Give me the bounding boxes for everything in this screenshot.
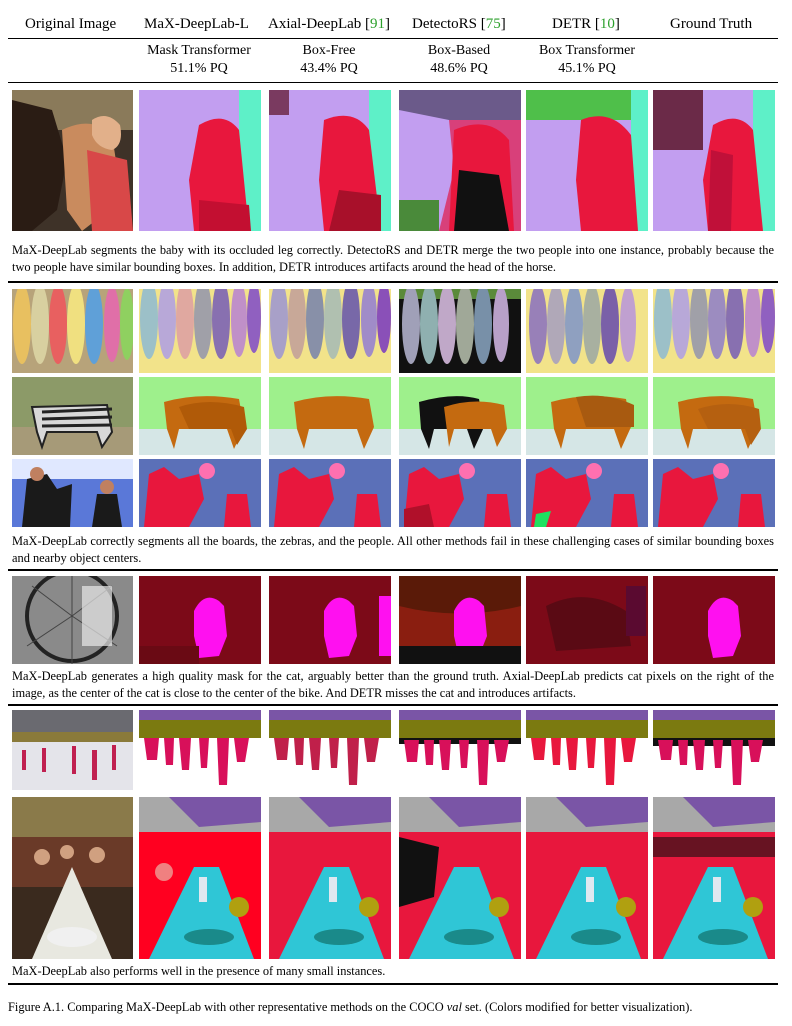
subheader-detectors-type: Box-Based <box>427 43 491 58</box>
photo-dinner <box>12 797 133 959</box>
mask-max-zebras <box>139 377 261 455</box>
photo-skiers <box>12 710 133 790</box>
mask-detr-skiers <box>526 710 648 790</box>
subheader-max-type: Mask Transformer <box>147 43 251 58</box>
mask-detr-horse <box>526 90 648 231</box>
figure-caption: Figure A.1. Comparing MaX-DeepLab with o… <box>8 1000 786 1015</box>
col-header-detr-label: DETR <box>552 16 592 32</box>
col-header-detectors-label: DetectoRS <box>412 16 477 32</box>
citation-link-detr[interactable]: 10 <box>599 16 615 32</box>
mask-gt-zebras <box>653 377 775 455</box>
mask-axial-horse <box>269 90 391 231</box>
subheader-max: Mask Transformer 51.1% PQ <box>134 42 264 78</box>
mask-gt-surfboards <box>653 289 775 373</box>
caption-group1: MaX-DeepLab segments the baby with its o… <box>12 243 774 274</box>
subheader-detr: Box Transformer 45.1% PQ <box>522 42 652 78</box>
mask-max-dinner <box>139 797 261 959</box>
photo-cat-bike <box>12 576 133 664</box>
group-rule <box>8 704 778 706</box>
mask-detectors-cat <box>399 576 521 664</box>
mask-detectors-horse <box>399 90 521 231</box>
col-header-axial-label: Axial-DeepLab <box>268 16 362 32</box>
subheader-rule <box>8 82 778 83</box>
col-header-detr: DETR [10] <box>552 16 620 32</box>
subheader-axial: Box-Free 43.4% PQ <box>264 42 394 78</box>
mask-max-surfboards <box>139 289 261 373</box>
mask-axial-zebras <box>269 377 391 455</box>
mask-detectors-surfboards <box>399 289 521 373</box>
mask-detectors-zebras <box>399 377 521 455</box>
subheader-detectors-pq: 48.6% PQ <box>430 61 488 76</box>
mask-detr-dinner <box>526 797 648 959</box>
mask-gt-skiers <box>653 710 775 790</box>
mask-axial-cat <box>269 576 391 664</box>
mask-max-skiers <box>139 710 261 790</box>
citation-link-axial[interactable]: 91 <box>370 16 386 32</box>
col-header-original: Original Image <box>25 16 117 32</box>
group-rule <box>8 281 778 283</box>
figure-caption-prefix: Figure A.1. Comparing MaX-DeepLab with o… <box>8 1000 447 1014</box>
col-header-ground-truth: Ground Truth <box>670 16 753 32</box>
group-rule <box>8 569 778 571</box>
group-rule <box>8 983 778 985</box>
subheader-axial-pq: 43.4% PQ <box>300 61 358 76</box>
subheader-axial-type: Box-Free <box>302 43 356 58</box>
mask-gt-dinner <box>653 797 775 959</box>
mask-max-cat <box>139 576 261 664</box>
mask-axial-people <box>269 459 391 527</box>
mask-detr-cat <box>526 576 648 664</box>
mask-gt-horse <box>653 90 775 231</box>
citation-link-detectors[interactable]: 75 <box>485 16 501 32</box>
figure-caption-italic: val <box>446 1000 462 1014</box>
caption-group4: MaX-DeepLab also performs well in the pr… <box>12 964 386 978</box>
mask-axial-surfboards <box>269 289 391 373</box>
mask-detr-surfboards <box>526 289 648 373</box>
mask-axial-skiers <box>269 710 391 790</box>
mask-gt-cat <box>653 576 775 664</box>
mask-detectors-dinner <box>399 797 521 959</box>
col-header-detectors: DetectoRS [75] <box>412 16 506 32</box>
subheader-detectors: Box-Based 48.6% PQ <box>394 42 524 78</box>
mask-detr-zebras <box>526 377 648 455</box>
mask-detr-people <box>526 459 648 527</box>
subheader-detr-type: Box Transformer <box>538 43 636 58</box>
mask-max-people <box>139 459 261 527</box>
caption-group2: MaX-DeepLab correctly segments all the b… <box>12 534 774 565</box>
subheader-detr-pq: 45.1% PQ <box>558 61 616 76</box>
col-header-max-deeplab: MaX-DeepLab-L <box>144 16 249 32</box>
mask-detectors-people <box>399 459 521 527</box>
mask-gt-people <box>653 459 775 527</box>
photo-surfboards <box>12 289 133 373</box>
photo-horse-people <box>12 90 133 231</box>
mask-detectors-skiers <box>399 710 521 790</box>
mask-max-horse <box>139 90 261 231</box>
photo-zebras <box>12 377 133 455</box>
photo-people <box>12 459 133 527</box>
figure-caption-suffix: set. (Colors modified for better visuali… <box>461 1000 693 1014</box>
col-header-axial-deeplab: Axial-DeepLab [91] <box>268 16 391 32</box>
mask-axial-dinner <box>269 797 391 959</box>
header-rule <box>8 38 778 39</box>
caption-group3: MaX-DeepLab generates a high quality mas… <box>12 669 774 700</box>
subheader-max-pq: 51.1% PQ <box>170 61 228 76</box>
